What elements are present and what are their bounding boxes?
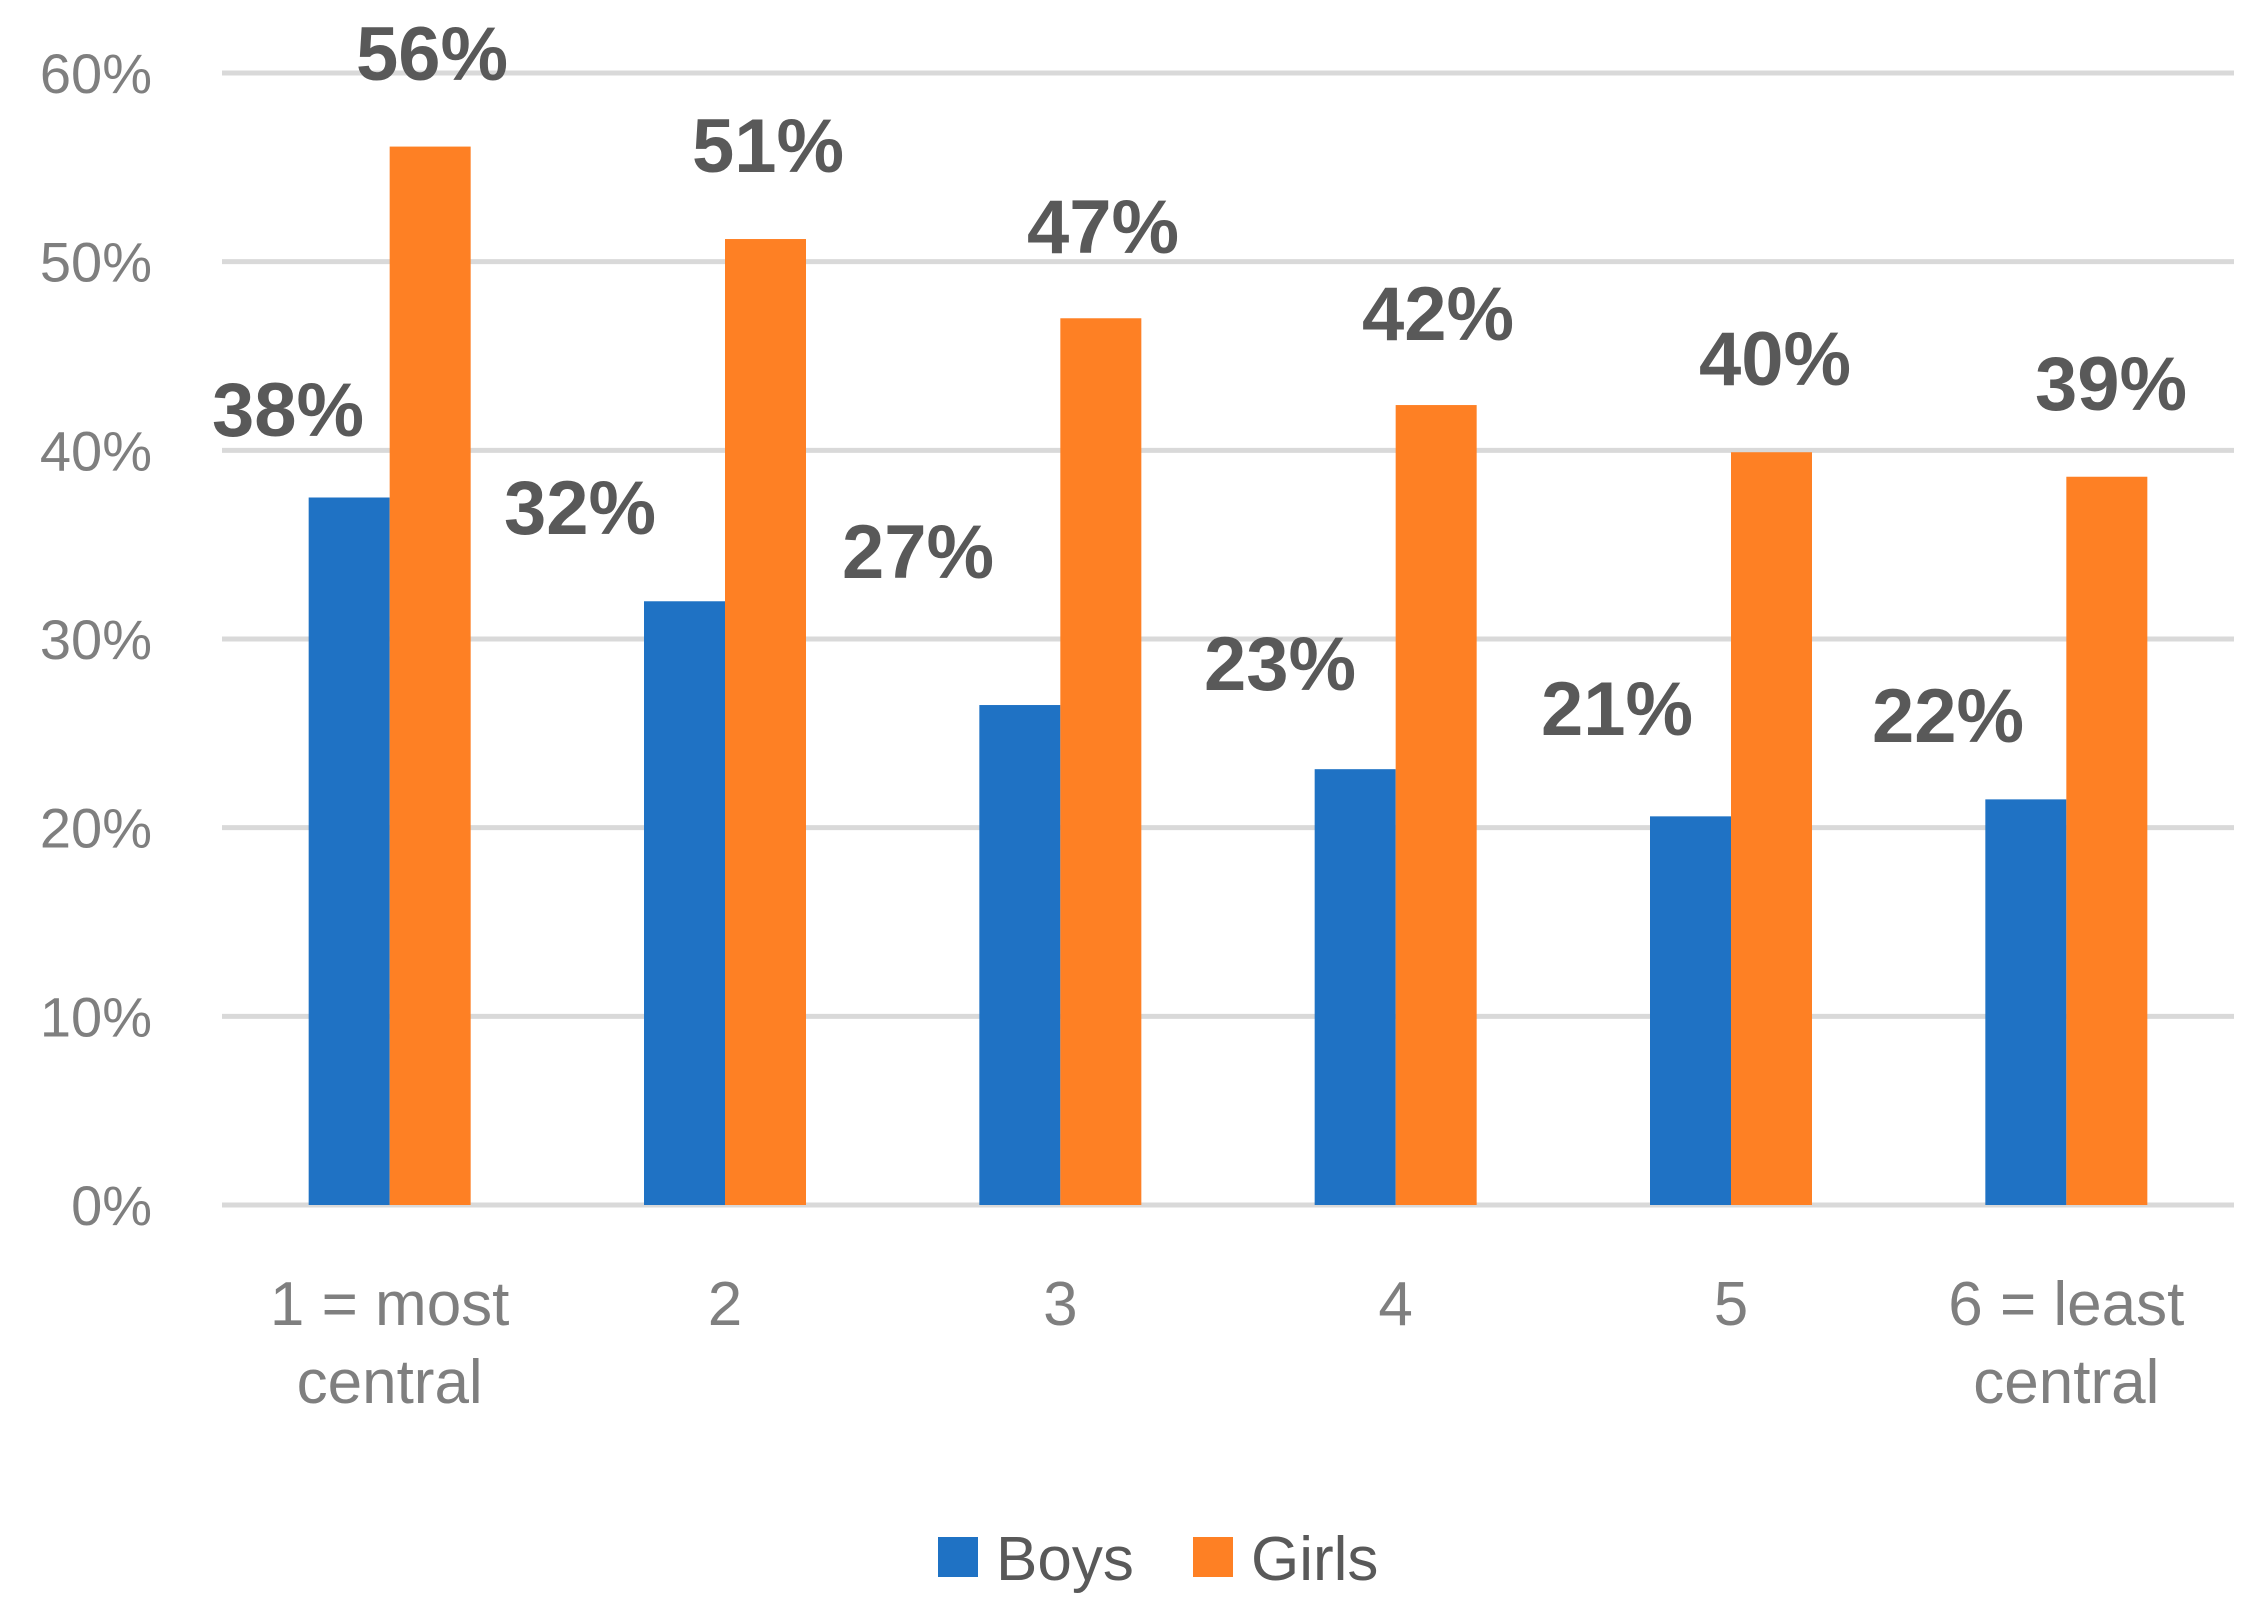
x-category-label-5: 5: [1714, 1270, 1748, 1339]
y-tick-label: 20%: [40, 797, 152, 860]
data-label-boys-5: 21%: [1541, 667, 1693, 752]
data-label-boys-3: 27%: [842, 510, 994, 595]
bar-boys-1: [308, 497, 390, 1205]
y-tick-label: 0%: [71, 1174, 152, 1237]
x-category-label-3: 3: [1043, 1270, 1077, 1339]
y-tick-label: 40%: [40, 419, 152, 482]
data-label-boys-2: 32%: [504, 466, 656, 551]
legend-swatch-boys: [938, 1537, 978, 1577]
data-labels: 38% 56% 32% 51% 27% 47% 23% 42% 21% 40% 22% 39%: [212, 12, 2187, 759]
data-label-girls-3: 47%: [1027, 185, 1179, 270]
x-category-label-1: 1 = most central: [270, 1270, 510, 1417]
bar-girls-3: [1060, 318, 1142, 1205]
bar-boys-6: [1985, 799, 2067, 1205]
gridlines: [222, 70, 2234, 1208]
y-tick-label: 50%: [40, 231, 152, 294]
data-label-boys-4: 23%: [1204, 622, 1356, 707]
legend-label-boys: Boys: [996, 1525, 1134, 1594]
bar-girls-6: [2066, 476, 2148, 1205]
y-tick-label: 60%: [40, 42, 152, 105]
data-label-girls-2: 51%: [692, 104, 844, 189]
x-category-label-6: 6 = least central: [1948, 1270, 2184, 1417]
legend-label-girls: Girls: [1251, 1525, 1378, 1594]
data-label-boys-1: 38%: [212, 368, 364, 453]
data-label-girls-4: 42%: [1362, 272, 1514, 357]
legend: Boys Girls: [938, 1525, 1378, 1594]
bar-boys-4: [1314, 769, 1396, 1205]
bar-girls-4: [1395, 405, 1477, 1205]
y-tick-label: 30%: [40, 608, 152, 671]
y-tick-label: 10%: [40, 985, 152, 1048]
data-label-girls-6: 39%: [2035, 342, 2187, 427]
bar-boys-5: [1650, 816, 1731, 1205]
legend-swatch-girls: [1193, 1537, 1233, 1577]
bars: [308, 146, 2148, 1206]
data-label-girls-5: 40%: [1699, 317, 1851, 402]
bar-boys-2: [644, 601, 725, 1205]
bar-girls-1: [389, 146, 471, 1206]
bar-girls-5: [1731, 452, 1812, 1206]
data-label-girls-1: 56%: [356, 12, 508, 97]
x-category-label-2: 2: [708, 1270, 742, 1339]
y-axis-tick-labels: 0% 10% 20% 30% 40% 50% 60%: [40, 42, 152, 1237]
bar-boys-3: [979, 705, 1061, 1205]
data-label-boys-6: 22%: [1872, 674, 2024, 759]
x-axis-category-labels: 1 = most central 2 3 4 5 6 = least central: [270, 1270, 2184, 1417]
bar-girls-2: [725, 239, 806, 1205]
x-category-label-4: 4: [1378, 1270, 1412, 1339]
